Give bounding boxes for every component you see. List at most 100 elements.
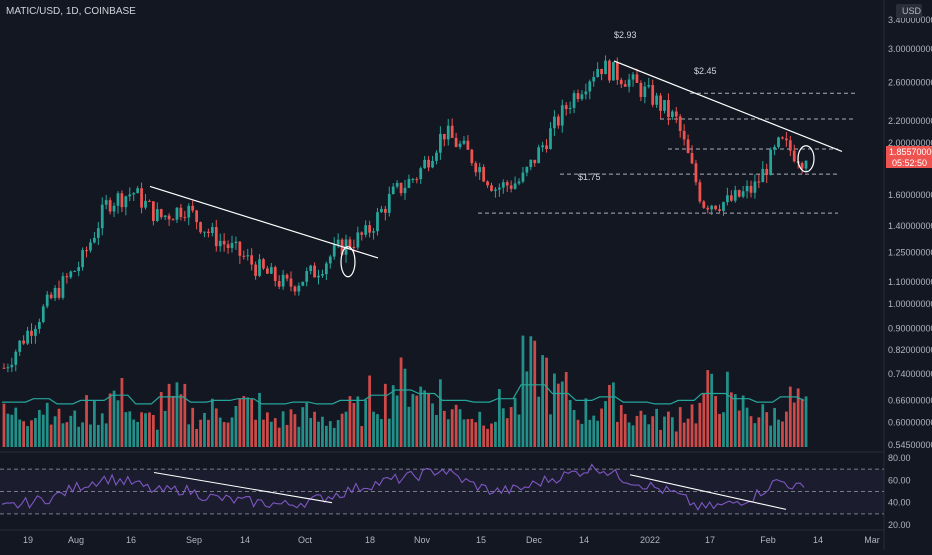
candle-body (195, 210, 198, 223)
volume-bar (670, 417, 674, 447)
time-axis[interactable]: 19 Aug 16 Sep 14 Oct 18 Nov 15 Dec 14 2022 17 Feb 14 Ma… (23, 535, 880, 545)
price-axis[interactable]: 3.40000000 3.00000000 2.60000000 2.20000000… (888, 15, 932, 450)
candle-body (266, 268, 269, 274)
volume-bar (682, 422, 686, 447)
candle-body (749, 185, 753, 193)
volume-bar (784, 411, 788, 447)
candle-body (262, 259, 265, 269)
volume-bar (667, 411, 670, 447)
volume-bar (372, 411, 375, 447)
volume-bar (726, 371, 729, 447)
volume-bar (623, 414, 627, 447)
candle-body (501, 182, 505, 188)
candlesticks[interactable] (2, 55, 808, 373)
candle-body (741, 191, 745, 197)
candle-body (627, 79, 631, 87)
volume-bar (718, 413, 721, 447)
volume-bar (18, 419, 22, 447)
candle-body (686, 139, 690, 154)
volume-bar (77, 426, 81, 447)
candle-body (411, 179, 415, 181)
volume-bar (387, 418, 391, 447)
annotation-support: $1.75 (578, 172, 601, 182)
volume-bar (65, 422, 69, 447)
volume-bar (57, 408, 61, 447)
candle-body (26, 330, 29, 344)
volume-bar (144, 413, 147, 447)
volume-bar (729, 392, 733, 447)
candle-body (226, 244, 230, 249)
candle-body (427, 159, 430, 168)
rsi-axis[interactable]: 80.00 60.00 40.00 20.00 (888, 453, 911, 530)
volume-bar (61, 423, 65, 447)
volume-bar (560, 381, 564, 447)
volume-bar (380, 419, 383, 447)
volume-bar (792, 402, 796, 447)
volume-bar (128, 411, 132, 447)
candle-body (670, 111, 674, 118)
highlight-circle-2 (797, 145, 815, 173)
volume-bar (517, 414, 521, 447)
price-tick-label: 1.60000000 (888, 190, 932, 200)
volume-bar (356, 396, 360, 447)
volume-bar (364, 399, 368, 447)
volume-bar (116, 400, 120, 447)
volume-bar (383, 383, 387, 447)
volume-bar (698, 402, 702, 447)
candle-body (541, 145, 544, 148)
candle-body (529, 159, 533, 168)
candle-body (96, 228, 100, 238)
candle-body (380, 208, 383, 213)
candle-body (364, 225, 368, 235)
candle-body (273, 267, 277, 282)
volume-bar (254, 419, 257, 447)
volume-bar (710, 373, 714, 447)
volume-bars (2, 335, 808, 447)
rsi-tick-label: 20.00 (888, 520, 911, 530)
volume-bar (53, 416, 57, 447)
candle-body (792, 150, 796, 162)
candle-body (81, 250, 84, 268)
candle-body (30, 330, 33, 336)
volume-bar (238, 398, 242, 447)
volume-bar (179, 394, 183, 447)
candle-body (37, 321, 41, 329)
candle-body (395, 182, 399, 187)
candle-body (478, 167, 482, 173)
volume-bar (262, 419, 265, 447)
volume-bar (332, 427, 336, 447)
volume-bar (124, 412, 128, 447)
candle-body (49, 294, 53, 299)
candle-body (553, 116, 556, 129)
volume-bar (564, 371, 568, 447)
candle-body (57, 288, 61, 298)
candle-body (678, 116, 682, 131)
volume-bar (41, 414, 45, 447)
volume-bar (781, 421, 784, 447)
volume-bar (120, 378, 124, 447)
candle-body (297, 285, 301, 292)
candle-body (191, 205, 195, 211)
candle-body (171, 219, 175, 221)
volume-bar (313, 411, 316, 447)
price-tick-label: 0.82000000 (888, 345, 932, 355)
volume-bar (37, 409, 41, 447)
price-tick-label: 1.25000000 (888, 247, 932, 257)
candle-body (179, 207, 183, 217)
volume-bar (572, 409, 576, 447)
candle-body (702, 201, 706, 208)
candle-body (73, 271, 77, 273)
volume-bar (777, 419, 780, 447)
candle-body (722, 202, 725, 211)
candle-body (706, 207, 710, 210)
volume-bar (537, 396, 541, 447)
volume-bar (187, 424, 191, 447)
candle-body (387, 193, 391, 213)
volume-bar (694, 423, 698, 447)
currency-button[interactable] (896, 4, 922, 18)
volume-bar (155, 429, 159, 447)
candle-body (537, 147, 541, 164)
candle-body (254, 264, 257, 276)
